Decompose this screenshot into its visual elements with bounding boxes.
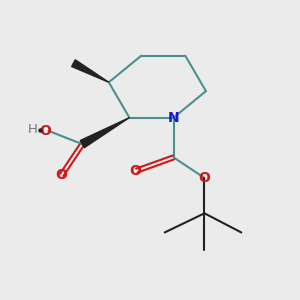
Text: O: O	[129, 164, 141, 178]
Polygon shape	[72, 60, 109, 82]
Polygon shape	[80, 118, 129, 148]
Text: N: N	[168, 111, 179, 124]
Text: O: O	[199, 171, 210, 185]
Text: O: O	[40, 124, 51, 138]
Text: H: H	[27, 123, 37, 136]
Text: O: O	[56, 168, 68, 182]
